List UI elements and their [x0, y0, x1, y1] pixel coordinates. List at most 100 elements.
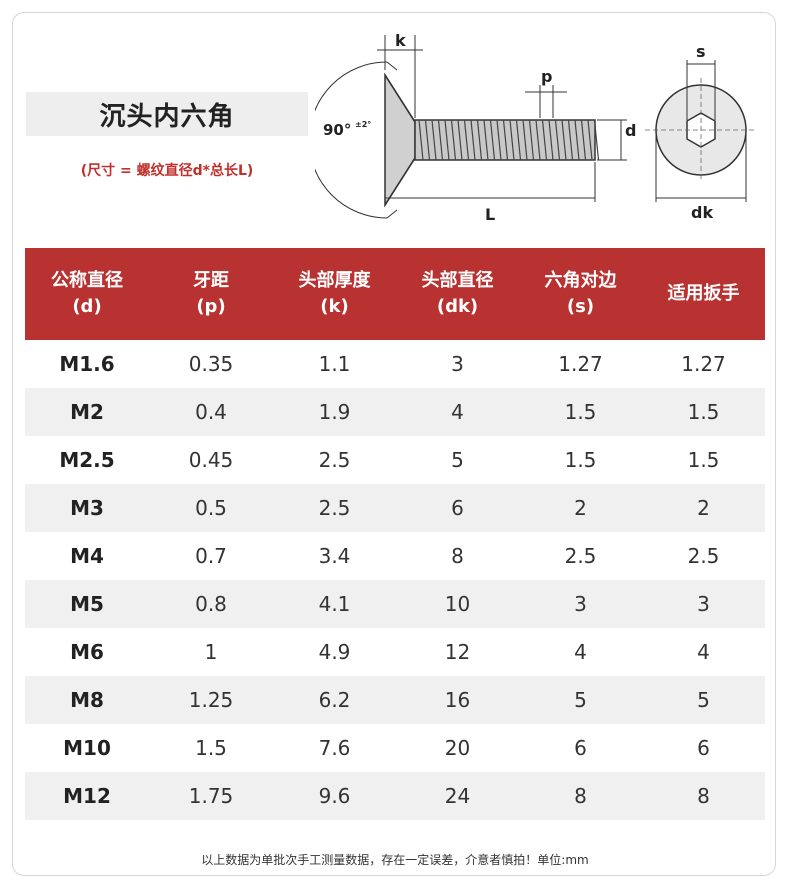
nominal-diameter-cell: M6 [70, 640, 104, 664]
table-cell: 0.35 [188, 352, 234, 376]
column-header: 头部直径 (dk) [396, 248, 519, 340]
table-cell: 10 [396, 580, 519, 628]
table-cell: 4.1 [273, 580, 396, 628]
column-header-title: 适用扳手 [667, 283, 740, 304]
nominal-diameter-cell: M10 [63, 736, 111, 760]
nominal-diameter-cell: M1.6 [59, 352, 115, 376]
table-cell: 2.5 [687, 544, 720, 568]
label-angle-tolerance: ±2° [355, 120, 371, 129]
table-cell: 20 [444, 736, 471, 760]
table-cell: 1.25 [149, 676, 273, 724]
table-cell: 4 [574, 640, 587, 664]
column-header-symbol: (dk) [436, 296, 479, 317]
table-cell: 0.5 [149, 484, 273, 532]
label-dk: dk [691, 203, 713, 222]
table-row: M2.5 0.45 2.5 5 1.5 1.5 [25, 436, 765, 484]
table-cell: 0.8 [149, 580, 273, 628]
table-cell: 1 [204, 640, 218, 664]
table-cell: 1.27 [558, 352, 603, 376]
table-cell: 1.27 [681, 352, 726, 376]
column-header: 牙距 (p) [149, 248, 273, 340]
table-cell: 2.5 [273, 484, 396, 532]
page-frame [12, 12, 776, 876]
table-cell: 5 [451, 448, 464, 472]
label-L: L [485, 205, 495, 224]
table-cell: 2 [519, 484, 642, 532]
nominal-diameter-cell: M12 [25, 772, 149, 820]
table-row: M4 0.7 3.4 8 2.5 2.5 [25, 532, 765, 580]
nominal-diameter-cell: M3 [25, 484, 149, 532]
nominal-diameter-cell: M8 [25, 676, 149, 724]
table-cell: 4.9 [318, 640, 351, 664]
spec-table: 公称直径 (d) 牙距 (p) 头部厚度 (k) 头部直径 (dk) 六角对边 (s) 适用扳手 M… [25, 248, 765, 820]
column-header: 六角对边 (s) [519, 248, 642, 340]
nominal-diameter-cell: M2 [25, 388, 149, 436]
product-title: 沉头内六角 [26, 92, 308, 136]
table-cell: 8 [642, 772, 765, 820]
table-row: M10 1.5 7.6 20 6 6 [25, 724, 765, 772]
column-header: 公称直径 (d) [25, 248, 149, 340]
table-cell: 2.5 [318, 448, 351, 472]
table-cell: 8 [451, 544, 464, 568]
table-cell: 1.75 [149, 772, 273, 820]
product-title-text: 沉头内六角 [99, 101, 235, 132]
table-cell: 6 [396, 484, 519, 532]
column-header-title: 六角对边 [544, 270, 617, 291]
spec-table-body: M1.6 0.35 1.1 3 1.27 1.27 M2 0.4 1.9 4 1.5 1.5 M2.5 0… [25, 340, 765, 820]
table-cell: 6 [574, 736, 587, 760]
footnote: 以上数据为单批次手工测量数据，存在一定误差，介意者慎拍！单位:mm [201, 853, 589, 867]
column-header-symbol: (d) [72, 296, 102, 317]
table-cell: 3 [519, 580, 642, 628]
table-cell: 0.7 [195, 544, 227, 568]
header-row: 公称直径 (d) 牙距 (p) 头部厚度 (k) 头部直径 (dk) 六角对边 (s) 适用扳手 [25, 248, 765, 340]
table-cell: 6 [697, 736, 710, 760]
table-row: M2 0.4 1.9 4 1.5 1.5 [25, 388, 765, 436]
table-row: M6 1 4.9 12 4 4 [25, 628, 765, 676]
table-cell: 1.5 [642, 388, 765, 436]
label-k: k [395, 31, 406, 50]
column-header-symbol: (p) [196, 296, 226, 317]
label-p: p [541, 67, 552, 86]
table-cell: 3 [642, 580, 765, 628]
column-header-title: 公称直径 [51, 270, 123, 291]
label-d: d [625, 121, 636, 140]
table-row: M1.6 0.35 1.1 3 1.27 1.27 [25, 340, 765, 388]
table-cell: 2.5 [564, 544, 597, 568]
table-cell: 12 [444, 640, 471, 664]
label-angle: 90° [323, 121, 351, 139]
table-row: M8 1.25 6.2 16 5 5 [25, 676, 765, 724]
table-cell: 3 [451, 352, 464, 376]
table-cell: 2 [642, 484, 765, 532]
table-cell: 24 [396, 772, 519, 820]
table-cell: 1.9 [273, 388, 396, 436]
table-cell: 0.45 [188, 448, 234, 472]
table-cell: 0.4 [149, 388, 273, 436]
column-header: 适用扳手 [642, 248, 765, 340]
column-header: 头部厚度 (k) [273, 248, 396, 340]
nominal-diameter-cell: M2.5 [59, 448, 115, 472]
column-header-title: 头部厚度 [298, 270, 371, 291]
countersunk-screw-drawing [315, 35, 627, 219]
table-cell: 6.2 [273, 676, 396, 724]
nominal-diameter-cell: M5 [25, 580, 149, 628]
table-cell: 16 [396, 676, 519, 724]
nominal-diameter-cell: M4 [70, 544, 104, 568]
table-cell: 1.5 [519, 388, 642, 436]
table-cell: 3.4 [318, 544, 351, 568]
table-cell: 1.5 [687, 448, 720, 472]
table-row: M5 0.8 4.1 10 3 3 [25, 580, 765, 628]
column-header-symbol: (s) [566, 296, 595, 317]
table-row: M12 1.75 9.6 24 8 8 [25, 772, 765, 820]
table-cell: 8 [519, 772, 642, 820]
screw-diagram: k p d L s dk 90° ±2° [315, 31, 757, 224]
table-cell: 5 [519, 676, 642, 724]
column-header-title: 头部直径 [421, 270, 494, 291]
column-header-symbol: (k) [320, 296, 349, 317]
label-s: s [696, 42, 706, 61]
table-cell: 7.6 [318, 736, 351, 760]
column-header-title: 牙距 [193, 270, 229, 291]
table-cell: 5 [642, 676, 765, 724]
table-cell: 1.1 [318, 352, 351, 376]
table-cell: 4 [396, 388, 519, 436]
spec-table-header: 公称直径 (d) 牙距 (p) 头部厚度 (k) 头部直径 (dk) 六角对边 (s) 适用扳手 [25, 248, 765, 340]
